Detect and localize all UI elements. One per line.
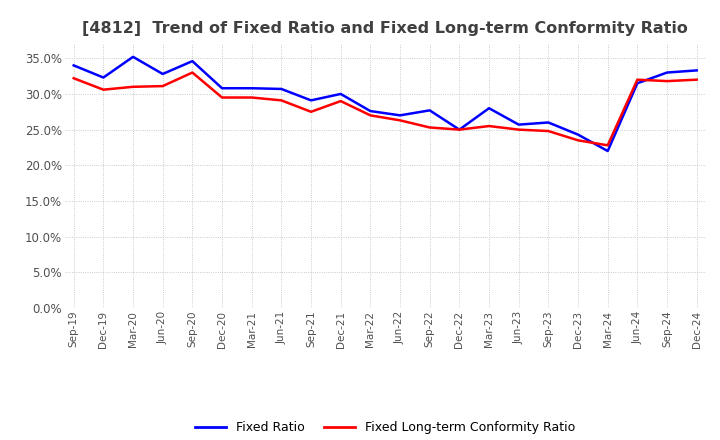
Fixed Long-term Conformity Ratio [129, 84, 138, 89]
Fixed Ratio [129, 54, 138, 59]
Fixed Ratio [693, 68, 701, 73]
Fixed Long-term Conformity Ratio [693, 77, 701, 82]
Fixed Ratio [455, 127, 464, 132]
Fixed Long-term Conformity Ratio [662, 78, 671, 84]
Fixed Ratio [248, 86, 256, 91]
Legend: Fixed Ratio, Fixed Long-term Conformity Ratio: Fixed Ratio, Fixed Long-term Conformity … [190, 416, 580, 439]
Fixed Long-term Conformity Ratio [158, 84, 167, 89]
Fixed Long-term Conformity Ratio [603, 143, 612, 148]
Fixed Long-term Conformity Ratio [366, 113, 374, 118]
Fixed Long-term Conformity Ratio [455, 127, 464, 132]
Fixed Long-term Conformity Ratio [99, 87, 108, 92]
Fixed Ratio [188, 59, 197, 64]
Fixed Ratio [396, 113, 405, 118]
Fixed Ratio [69, 63, 78, 68]
Fixed Long-term Conformity Ratio [544, 128, 553, 134]
Fixed Long-term Conformity Ratio [396, 118, 405, 123]
Line: Fixed Ratio: Fixed Ratio [73, 57, 697, 151]
Fixed Ratio [485, 106, 493, 111]
Fixed Long-term Conformity Ratio [485, 123, 493, 128]
Fixed Long-term Conformity Ratio [69, 76, 78, 81]
Fixed Long-term Conformity Ratio [336, 99, 345, 104]
Fixed Long-term Conformity Ratio [217, 95, 226, 100]
Fixed Long-term Conformity Ratio [514, 127, 523, 132]
Fixed Ratio [99, 75, 108, 80]
Fixed Ratio [366, 108, 374, 114]
Fixed Ratio [277, 86, 286, 92]
Fixed Long-term Conformity Ratio [188, 70, 197, 75]
Fixed Long-term Conformity Ratio [633, 77, 642, 82]
Fixed Ratio [217, 86, 226, 91]
Line: Fixed Long-term Conformity Ratio: Fixed Long-term Conformity Ratio [73, 73, 697, 145]
Fixed Ratio [514, 122, 523, 127]
Fixed Ratio [662, 70, 671, 75]
Fixed Ratio [574, 132, 582, 137]
Fixed Ratio [633, 81, 642, 86]
Fixed Long-term Conformity Ratio [277, 98, 286, 103]
Fixed Long-term Conformity Ratio [307, 109, 315, 114]
Fixed Long-term Conformity Ratio [248, 95, 256, 100]
Fixed Ratio [603, 148, 612, 154]
Fixed Ratio [158, 71, 167, 77]
Fixed Long-term Conformity Ratio [574, 138, 582, 143]
Fixed Ratio [544, 120, 553, 125]
Fixed Ratio [336, 92, 345, 97]
Fixed Ratio [307, 98, 315, 103]
Title: [4812]  Trend of Fixed Ratio and Fixed Long-term Conformity Ratio: [4812] Trend of Fixed Ratio and Fixed Lo… [82, 21, 688, 36]
Fixed Ratio [426, 108, 434, 113]
Fixed Long-term Conformity Ratio [426, 125, 434, 130]
